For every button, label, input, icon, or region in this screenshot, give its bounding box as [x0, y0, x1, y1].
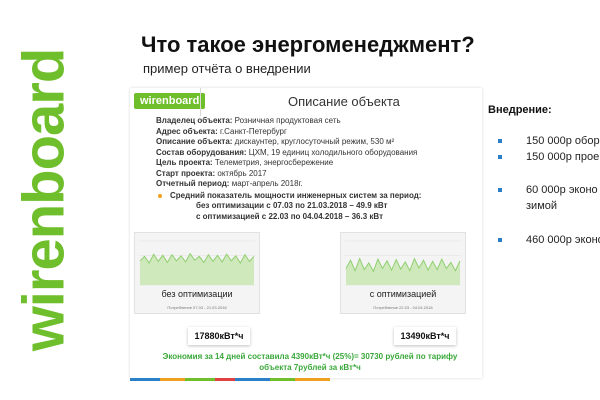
chart-left-caption: без оптимизации	[161, 289, 233, 299]
report-card: wirenboard Описание объекта Владелец объ…	[130, 88, 482, 378]
report-heading: Описание объекта	[288, 94, 400, 109]
info-row-address: Адрес объекта: г.Санкт-Петербург	[156, 126, 287, 136]
logo-text: wirenboard	[11, 48, 77, 352]
color-strip	[130, 378, 330, 381]
power-line-with: с оптимизацией с 22.03 по 04.04.2018 – 3…	[196, 211, 383, 221]
chart-area	[346, 258, 460, 285]
energy-total-right: 13490кВт*ч	[394, 327, 456, 345]
badge-divider	[200, 88, 201, 116]
object-info: Владелец объекта: Розничная продуктовая …	[156, 116, 476, 222]
chart-with-optimization: с оптимизацией Потребление 22.03 - 04.04…	[340, 232, 466, 314]
chart-series-line	[139, 252, 255, 264]
energy-total-left: 17880кВт*ч	[188, 327, 250, 345]
chart-without-optimization: без оптимизации Потребление 07.03 - 21.0…	[134, 232, 260, 314]
info-row-period: Отчетный период: март-апрель 2018г.	[156, 179, 303, 188]
bullet-square-icon	[498, 139, 502, 143]
power-line-without: без оптимизации с 07.03 по 21.03.2018 – …	[196, 201, 388, 210]
info-row-owner: Владелец объекта: Розничная продуктовая …	[156, 116, 341, 125]
chart-right-svg	[345, 240, 461, 286]
implementation-title: Внедрение:	[488, 104, 552, 116]
info-row-goal: Цель проекта: Телеметрия, энергосбережен…	[156, 158, 334, 167]
wirenboard-logo: wirenboard	[0, 0, 80, 400]
slide-title: Что такое энергоменеджмент?	[141, 32, 475, 57]
chart-left-meta: Потребление 07.03 - 21.03.2018	[167, 305, 227, 310]
chart-series-line	[345, 257, 461, 273]
slide-subtitle: пример отчёта о внедрении	[143, 61, 311, 76]
power-bullet: Средний показатель мощности инженерных с…	[156, 191, 476, 202]
chart-right-meta: Потребление 22.03 - 04.04.2018	[373, 305, 433, 310]
economy-summary: Экономия за 14 дней составила 4390кВт*ч …	[162, 352, 458, 372]
bullet-square-icon	[498, 155, 502, 159]
info-row-description: Описание объекта: дискаунтер, круглосуто…	[156, 137, 395, 146]
bullet-square-icon	[498, 238, 502, 242]
chart-left-svg	[139, 240, 255, 286]
chart-right-caption: с оптимизацией	[369, 289, 437, 299]
report-badge: wirenboard	[134, 93, 206, 109]
bullet-square-icon	[498, 188, 502, 192]
info-row-equipment: Состав оборудования: ЦХМ, 19 единиц холо…	[156, 147, 418, 157]
info-row-start: Старт проекта: октябрь 2017	[156, 168, 267, 178]
